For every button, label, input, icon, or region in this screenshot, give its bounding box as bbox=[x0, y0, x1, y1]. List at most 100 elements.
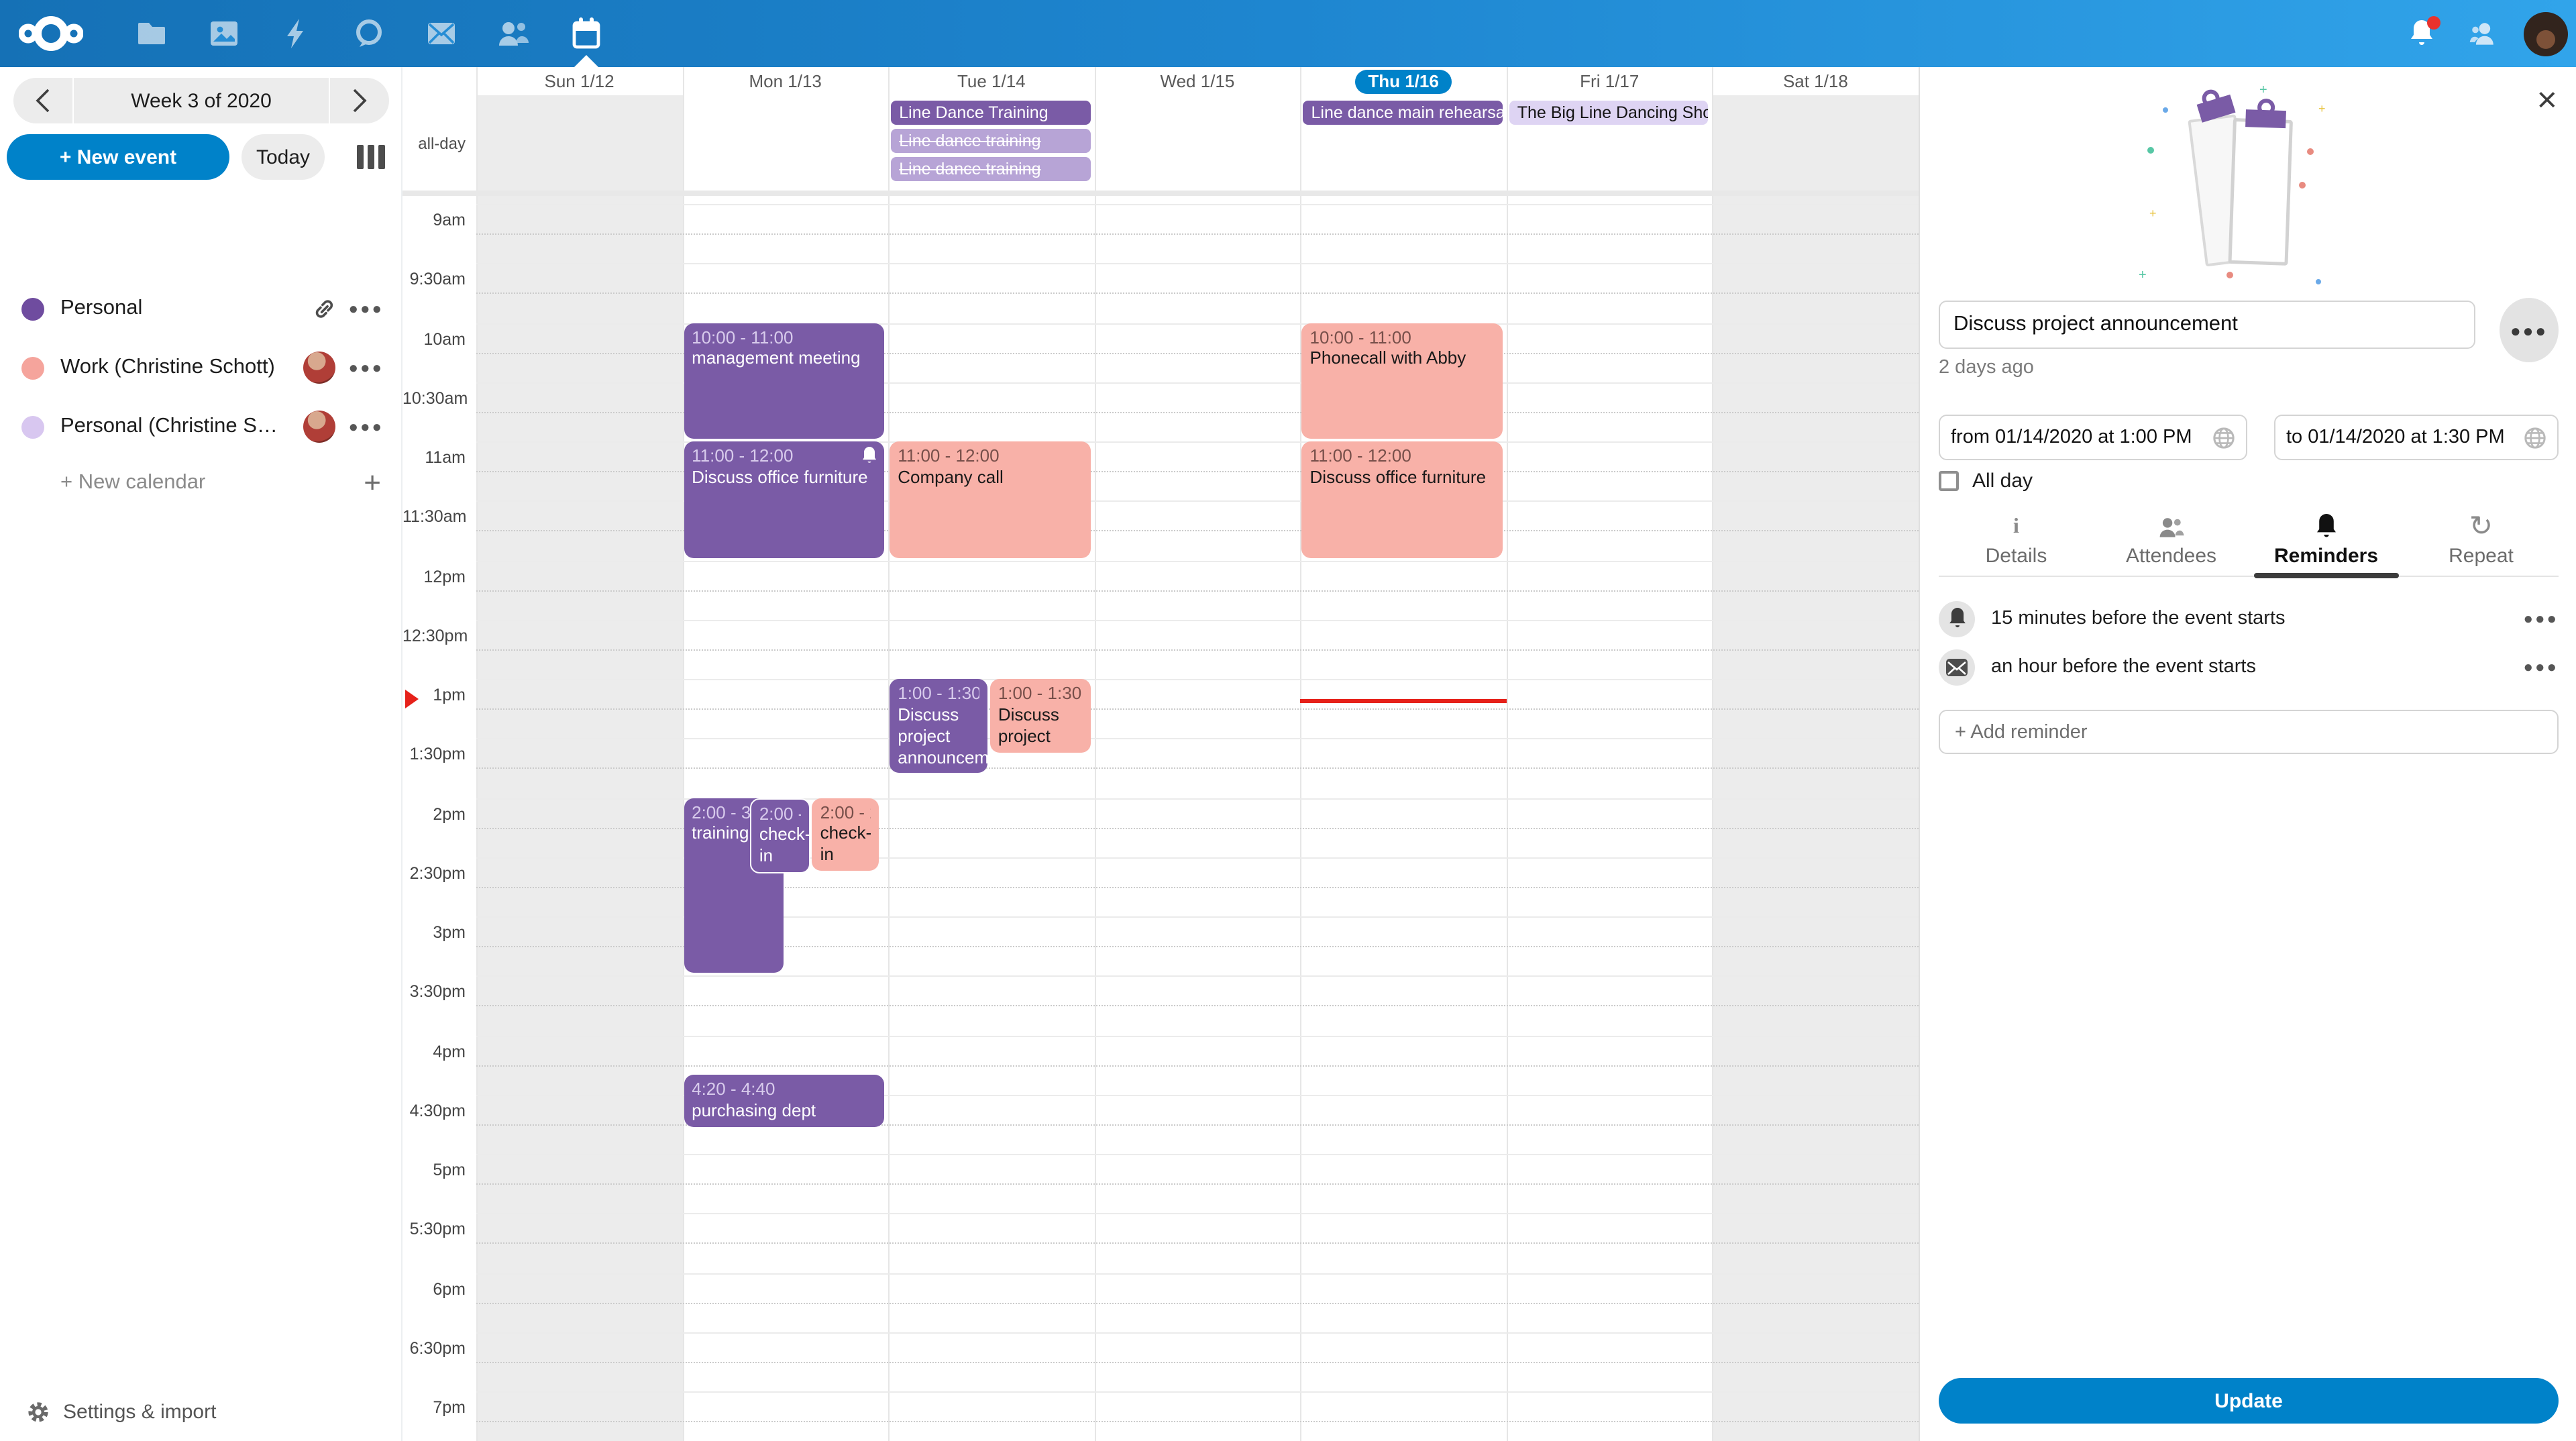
day-header[interactable]: Fri 1/17 bbox=[1580, 71, 1640, 91]
reminder-bell-icon bbox=[1939, 600, 1975, 637]
photos-app-icon[interactable] bbox=[188, 0, 260, 67]
time-axis-label: 4:30pm bbox=[409, 1101, 466, 1120]
tab-attendees[interactable]: Attendees bbox=[2094, 510, 2249, 576]
today-button[interactable]: Today bbox=[241, 134, 325, 180]
time-axis-label: 6:30pm bbox=[409, 1338, 466, 1358]
column-border bbox=[1300, 95, 1302, 191]
allday-event[interactable]: Line dance main rehearsal bbox=[1303, 101, 1503, 125]
day-header[interactable]: Wed 1/15 bbox=[1160, 71, 1235, 91]
calendar-event[interactable]: 10:00 - 11:00 management meeting bbox=[684, 323, 885, 439]
add-reminder-button[interactable]: + Add reminder bbox=[1939, 710, 2559, 754]
slot-line bbox=[476, 471, 1919, 473]
start-datetime-field[interactable]: from 01/14/2020 at 1:00 PM bbox=[1939, 415, 2247, 460]
column-border bbox=[682, 67, 684, 95]
user-avatar[interactable] bbox=[2514, 0, 2576, 67]
sidebar-calendar-item[interactable]: Work (Christine Schott) ●●● bbox=[0, 338, 402, 397]
next-week-button[interactable] bbox=[330, 78, 389, 123]
mail-app-icon[interactable] bbox=[405, 0, 478, 67]
allday-event[interactable]: Line dance training bbox=[891, 129, 1091, 153]
slot-line bbox=[476, 1391, 1919, 1393]
tab-repeat[interactable]: ↻ Repeat bbox=[2404, 510, 2559, 576]
nextcloud-logo[interactable] bbox=[19, 11, 83, 56]
time-axis-label: 1:30pm bbox=[409, 745, 466, 764]
new-event-button[interactable]: + New event bbox=[7, 134, 229, 180]
event-title: Company call bbox=[898, 466, 1004, 487]
event-title: training bbox=[692, 822, 749, 843]
day-header[interactable]: Sat 1/18 bbox=[1782, 71, 1848, 91]
tab-reminders[interactable]: Reminders bbox=[2249, 510, 2404, 578]
contacts-app-icon[interactable] bbox=[478, 0, 550, 67]
day-header[interactable]: Sun 1/12 bbox=[544, 71, 614, 91]
allday-event[interactable]: The Big Line Dancing Show bbox=[1509, 101, 1709, 125]
previous-week-button[interactable] bbox=[13, 78, 72, 123]
day-header[interactable]: Thu 1/16 bbox=[1301, 67, 1507, 95]
slot-line bbox=[476, 946, 1919, 948]
activity-app-icon[interactable] bbox=[260, 0, 333, 67]
slot-line bbox=[476, 975, 1919, 977]
slot-line bbox=[476, 738, 1919, 740]
calendar-item-menu-icon[interactable]: ●●● bbox=[348, 299, 384, 318]
allday-event[interactable]: Line dance training bbox=[891, 157, 1091, 181]
column-border bbox=[1094, 196, 1096, 1441]
calendar-event[interactable]: 2:00 - 2:30check-in bbox=[812, 798, 879, 871]
timezone-globe-icon[interactable] bbox=[2212, 426, 2235, 449]
slot-line bbox=[476, 1124, 1919, 1126]
files-app-icon[interactable] bbox=[115, 0, 188, 67]
slot-line bbox=[476, 798, 1919, 799]
reminder-item[interactable]: an hour before the event starts ●●● bbox=[1939, 644, 2559, 690]
event-title-input[interactable] bbox=[1939, 301, 2475, 349]
event-time: 1:00 - 1:30 bbox=[898, 683, 980, 703]
time-axis-label: 3pm bbox=[433, 923, 466, 942]
calendar-event[interactable]: 11:00 - 12:00 Company call bbox=[890, 441, 1091, 557]
close-icon[interactable]: × bbox=[2536, 79, 2557, 119]
week-label[interactable]: Week 3 of 2020 bbox=[72, 78, 330, 123]
talk-app-icon[interactable] bbox=[333, 0, 405, 67]
all-day-toggle[interactable]: All day bbox=[1939, 470, 2033, 492]
tab-details[interactable]: i Details bbox=[1939, 510, 2094, 576]
slot-line bbox=[476, 1005, 1919, 1007]
column-border bbox=[476, 67, 478, 95]
column-border bbox=[476, 196, 478, 1441]
reminder-menu-icon[interactable]: ●●● bbox=[2523, 657, 2559, 676]
calendar-event[interactable]: 4:20 - 4:40 purchasing dept bbox=[684, 1075, 885, 1127]
event-time: 2:00 - 2:30 bbox=[759, 803, 801, 823]
end-datetime-field[interactable]: to 01/14/2020 at 1:30 PM bbox=[2274, 415, 2559, 460]
sidebar-calendar-item[interactable]: Personal (Christine Scho...) ●●● bbox=[0, 397, 402, 456]
all-day-checkbox[interactable] bbox=[1939, 471, 1959, 491]
calendar-item-menu-icon[interactable]: ●●● bbox=[348, 358, 384, 377]
column-border bbox=[888, 67, 890, 95]
reminder-menu-icon[interactable]: ●●● bbox=[2523, 609, 2559, 628]
notifications-bell-icon[interactable] bbox=[2391, 0, 2453, 67]
slot-line bbox=[476, 619, 1919, 621]
event-time: 2:00 - 2:30 bbox=[820, 802, 871, 822]
time-axis-label: 5:30pm bbox=[409, 1220, 466, 1239]
time-axis-label: 5pm bbox=[433, 1161, 466, 1179]
slot-line bbox=[476, 233, 1919, 235]
day-header[interactable]: Mon 1/13 bbox=[749, 71, 822, 91]
day-header[interactable]: Tue 1/14 bbox=[957, 71, 1026, 91]
time-axis-label: 2pm bbox=[433, 804, 466, 823]
time-axis-label: 12:30pm bbox=[402, 626, 468, 645]
calendar-event[interactable]: 2:00 - 3:30 training bbox=[684, 798, 784, 973]
calendar-event[interactable]: 2:00 - 2:30check-in bbox=[749, 798, 810, 874]
event-actions-menu-button[interactable]: ●●● bbox=[2500, 298, 2559, 362]
settings-import-button[interactable]: Settings & import bbox=[0, 1382, 402, 1441]
time-axis-label: 2:30pm bbox=[409, 863, 466, 883]
share-link-icon[interactable] bbox=[313, 297, 335, 320]
calendar-event[interactable]: 11:00 - 12:00 Discuss office furniture bbox=[1301, 441, 1503, 557]
timezone-globe-icon[interactable] bbox=[2524, 426, 2546, 449]
calendar-event[interactable]: 1:00 - 1:30 Discuss project bbox=[989, 679, 1091, 753]
allday-separator bbox=[402, 191, 1919, 196]
calendar-event[interactable]: 10:00 - 11:00 Phonecall with Abby bbox=[1301, 323, 1503, 439]
calendar-item-menu-icon[interactable]: ●●● bbox=[348, 417, 384, 436]
update-button[interactable]: Update bbox=[1939, 1378, 2559, 1424]
new-calendar-button[interactable]: + New calendar + bbox=[60, 466, 381, 499]
contacts-menu-icon[interactable] bbox=[2453, 0, 2514, 67]
reminder-item[interactable]: 15 minutes before the event starts ●●● bbox=[1939, 596, 2559, 641]
calendar-event[interactable]: 11:00 - 12:00 Discuss office furniture bbox=[684, 441, 885, 557]
allday-event[interactable]: Line Dance Training bbox=[891, 101, 1091, 125]
sidebar-calendar-item[interactable]: Personal ●●● bbox=[0, 279, 402, 338]
calendar-app-icon[interactable] bbox=[550, 0, 623, 67]
view-switcher-icon[interactable] bbox=[350, 142, 390, 172]
